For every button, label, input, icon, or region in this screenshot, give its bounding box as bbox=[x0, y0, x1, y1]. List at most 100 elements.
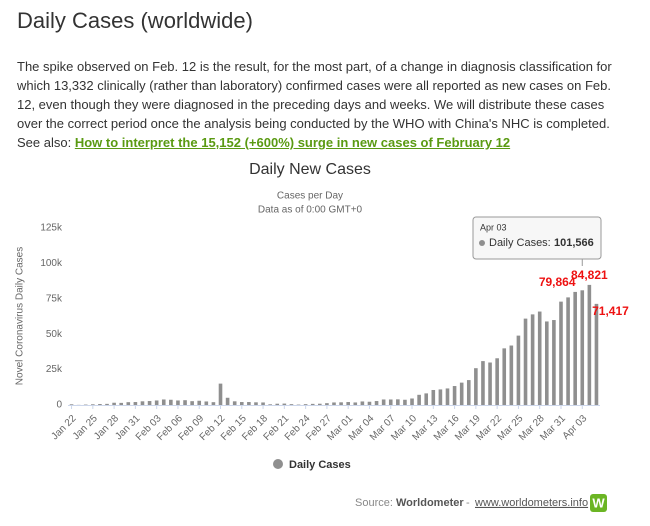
bar bbox=[573, 291, 577, 405]
bar bbox=[452, 386, 457, 405]
intro-link[interactable]: How to interpret the 15,152 (+600%) surg… bbox=[74, 135, 511, 150]
bar bbox=[91, 404, 95, 405]
bar bbox=[112, 402, 116, 405]
source-url[interactable]: www.worldometers.info bbox=[474, 497, 588, 509]
bar bbox=[310, 403, 315, 405]
bar bbox=[360, 401, 365, 405]
bar bbox=[438, 389, 443, 405]
tooltip-date: Apr 03 bbox=[480, 222, 507, 232]
bar bbox=[147, 401, 152, 405]
bar bbox=[381, 399, 386, 405]
bar bbox=[495, 358, 499, 405]
y-tick-label: 125k bbox=[40, 223, 63, 234]
y-tick-label: 25k bbox=[46, 364, 63, 375]
bar bbox=[254, 402, 258, 405]
bar bbox=[566, 297, 570, 405]
intro: The spike observed on Feb. 12 is the res… bbox=[17, 57, 617, 152]
bar bbox=[396, 399, 400, 405]
bar bbox=[211, 402, 216, 405]
bar bbox=[332, 402, 336, 405]
bar bbox=[261, 402, 265, 405]
bar bbox=[204, 401, 209, 405]
bar bbox=[339, 402, 343, 405]
bar bbox=[318, 403, 322, 405]
bar bbox=[459, 382, 464, 405]
bar bbox=[98, 404, 102, 405]
bar bbox=[552, 320, 556, 405]
bar bbox=[282, 403, 287, 405]
bar bbox=[275, 403, 280, 405]
bar bbox=[346, 402, 350, 405]
bar bbox=[325, 403, 329, 405]
bar bbox=[218, 383, 223, 405]
page-title: Daily Cases (worldwide) bbox=[17, 8, 253, 33]
bar bbox=[140, 401, 145, 405]
y-tick-label: 0 bbox=[56, 400, 62, 411]
bar bbox=[410, 398, 414, 405]
bar bbox=[225, 397, 230, 405]
bar bbox=[502, 348, 507, 405]
data-label: 84,821 bbox=[571, 268, 608, 282]
bar bbox=[190, 401, 194, 405]
bar bbox=[169, 399, 173, 405]
bar bbox=[509, 345, 514, 405]
y-tick-label: 50k bbox=[46, 329, 63, 340]
legend-marker bbox=[273, 459, 283, 469]
bar bbox=[176, 400, 180, 405]
source-name: Worldometer bbox=[396, 497, 464, 509]
source-sep: - bbox=[466, 497, 470, 509]
bar bbox=[367, 401, 372, 405]
data-label: 79,864 bbox=[539, 275, 576, 289]
bar bbox=[133, 402, 138, 405]
bar bbox=[445, 388, 450, 405]
y-tick-label: 100k bbox=[40, 258, 63, 269]
bar bbox=[530, 314, 535, 405]
bar bbox=[232, 401, 237, 405]
bar bbox=[523, 318, 528, 405]
bar bbox=[183, 400, 187, 405]
x-tick-label: Apr 03 bbox=[561, 413, 590, 442]
tooltip-box bbox=[472, 216, 602, 260]
chart-subtitle: Data as of 0:00 GMT+0 bbox=[258, 205, 363, 216]
bar bbox=[537, 311, 542, 405]
chart-title: Daily New Cases bbox=[249, 161, 371, 178]
source-label: Source: bbox=[355, 497, 393, 509]
bar bbox=[481, 361, 485, 405]
bar bbox=[431, 389, 436, 405]
intro-text: The spike observed on Feb. 12 is the res… bbox=[17, 59, 612, 150]
logo bbox=[590, 494, 607, 512]
bar bbox=[374, 401, 379, 405]
chart-subtitle: Cases per Day bbox=[277, 191, 343, 202]
bar bbox=[559, 301, 563, 405]
bar bbox=[353, 402, 358, 405]
bar bbox=[119, 402, 123, 405]
bar bbox=[154, 400, 159, 405]
logo-text: W bbox=[592, 495, 605, 510]
data-label: 71,417 bbox=[592, 304, 629, 318]
bar bbox=[126, 402, 131, 405]
bar bbox=[268, 404, 272, 405]
bar bbox=[424, 393, 429, 405]
tooltip-label: Daily Cases: bbox=[489, 237, 551, 249]
bar bbox=[247, 402, 251, 405]
bar bbox=[105, 403, 109, 405]
bar bbox=[587, 284, 592, 405]
bar bbox=[545, 321, 549, 405]
bar bbox=[474, 368, 478, 405]
y-axis-title: Novel Coronavirus Daily Cases bbox=[15, 247, 26, 385]
footer: Source: Worldometer - www.worldometers.i… bbox=[355, 494, 607, 512]
bar bbox=[466, 380, 471, 405]
tooltip-marker bbox=[479, 240, 485, 246]
bar bbox=[239, 402, 244, 405]
bar bbox=[161, 399, 166, 405]
bar bbox=[580, 290, 585, 405]
y-tick-label: 75k bbox=[46, 293, 63, 304]
tooltip: Apr 03 Daily Cases: 101,566 bbox=[472, 216, 602, 266]
legend-label: Daily Cases bbox=[289, 459, 351, 471]
bar bbox=[289, 404, 294, 405]
bar bbox=[403, 399, 407, 405]
bar bbox=[197, 400, 202, 405]
bar bbox=[388, 399, 393, 405]
